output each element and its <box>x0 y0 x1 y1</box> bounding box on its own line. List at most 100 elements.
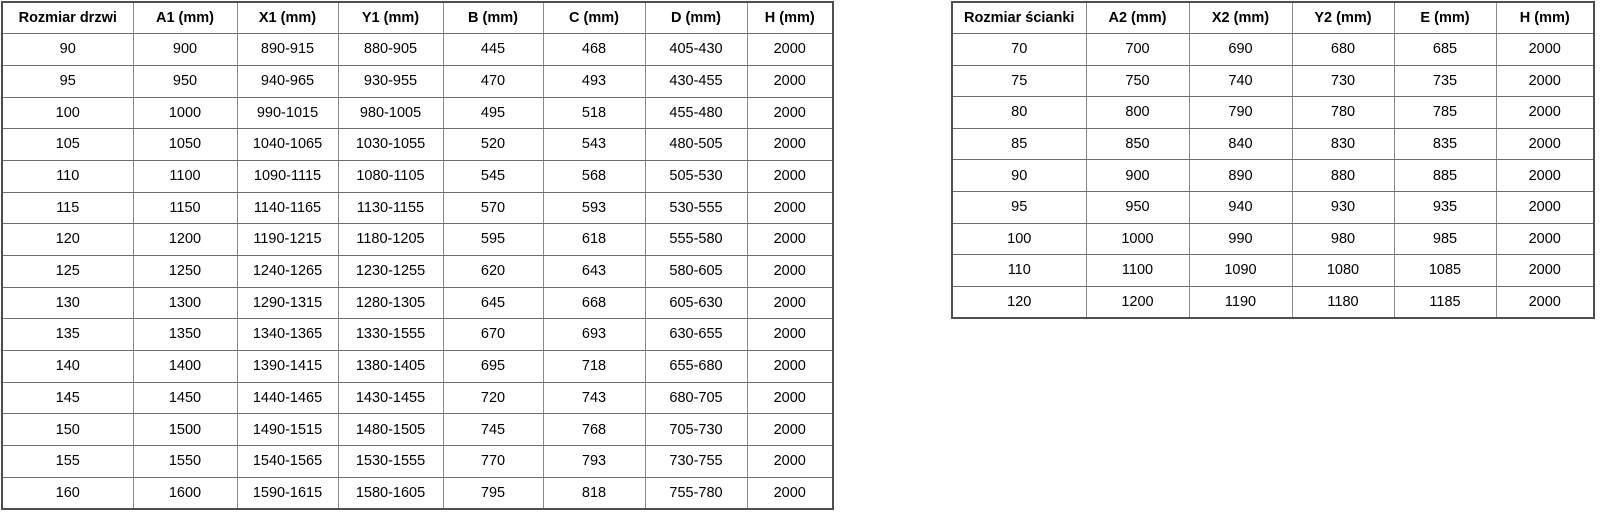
column-header: H (mm) <box>746 1 834 35</box>
table-cell: 2000 <box>1495 33 1595 66</box>
table-cell: 680 <box>1291 33 1395 66</box>
table-cell: 1085 <box>1393 254 1497 287</box>
table-cell: 150 <box>1 413 134 447</box>
table-cell: 1490-1515 <box>236 413 339 447</box>
table-cell: 568 <box>542 159 646 193</box>
table-cell: 643 <box>542 255 646 288</box>
table-cell: 2000 <box>746 413 834 447</box>
table-cell: 900 <box>1085 159 1190 193</box>
table-cell: 980-1005 <box>337 96 444 130</box>
table-cell: 1130-1155 <box>337 191 444 225</box>
table-cell: 930 <box>1291 191 1395 224</box>
table-cell: 890 <box>1188 159 1293 193</box>
table-cell: 1280-1305 <box>337 286 444 320</box>
table-cell: 718 <box>542 350 646 383</box>
table-cell: 780 <box>1291 96 1395 129</box>
table-cell: 618 <box>542 223 646 256</box>
table-cell: 655-680 <box>644 350 748 383</box>
table-cell: 2000 <box>746 223 834 256</box>
table-cell: 2000 <box>746 350 834 383</box>
table-row: 105 1050 1040-1065 1030-1055 520 543 480-505 20… <box>1 128 834 161</box>
column-header: B (mm) <box>442 1 544 35</box>
table-cell: 1290-1315 <box>236 286 339 320</box>
table-cell: 80 <box>951 96 1087 129</box>
table-cell: 743 <box>542 381 646 415</box>
table-row: 125 1250 1240-1265 1230-1255 620 643 580-605 20… <box>1 255 834 288</box>
table-cell: 620 <box>442 255 544 288</box>
table-row: 70 700 690 680 685 2000 <box>951 33 1595 66</box>
table-cell: 720 <box>442 381 544 415</box>
table-cell: 1080 <box>1291 254 1395 287</box>
table-cell: 1185 <box>1393 285 1497 319</box>
table-cell: 530-555 <box>644 191 748 225</box>
table-row: 90 900 890 880 885 2000 <box>951 159 1595 193</box>
table-row: 135 1350 1340-1365 1330-1555 670 693 630-655 20… <box>1 318 834 352</box>
table-cell: 940-965 <box>236 64 339 98</box>
table-cell: 830 <box>1291 127 1395 161</box>
table-cell: 685 <box>1393 33 1497 66</box>
table-cell: 2000 <box>1495 159 1595 193</box>
table-cell: 1350 <box>132 318 238 352</box>
table-row: 120 1200 1190-1215 1180-1205 595 618 555-580 20… <box>1 223 834 256</box>
table-cell: 755-780 <box>644 476 748 510</box>
table-cell: 470 <box>442 64 544 98</box>
table-cell: 850 <box>1085 127 1190 161</box>
table-cell: 885 <box>1393 159 1497 193</box>
table-cell: 1540-1565 <box>236 445 339 478</box>
table-cell: 800 <box>1085 96 1190 129</box>
table-cell: 75 <box>951 64 1087 98</box>
table-cell: 2000 <box>746 255 834 288</box>
table-cell: 700 <box>1085 33 1190 66</box>
table-row: 150 1500 1490-1515 1480-1505 745 768 705-730 20… <box>1 413 834 447</box>
table-cell: 930-955 <box>337 64 444 98</box>
table-cell: 740 <box>1188 64 1293 98</box>
door-sizes-table: Rozmiar drzwi A1 (mm) X1 (mm) Y1 (mm) B (mm)… <box>1 1 834 510</box>
table-cell: 2000 <box>746 191 834 225</box>
table-row: 90 900 890-915 880-905 445 468 405-430 2000 <box>1 33 834 66</box>
table-cell: 555-580 <box>644 223 748 256</box>
table-cell: 1100 <box>132 159 238 193</box>
table-cell: 670 <box>442 318 544 352</box>
header-row: Rozmiar drzwi A1 (mm) X1 (mm) Y1 (mm) B (mm)… <box>1 1 834 35</box>
table-cell: 1240-1265 <box>236 255 339 288</box>
table-cell: 818 <box>542 476 646 510</box>
table-cell: 1500 <box>132 413 238 447</box>
table-row: 110 1100 1090-1115 1080-1105 545 568 505-530 20… <box>1 159 834 193</box>
table-cell: 160 <box>1 476 134 510</box>
table-cell: 668 <box>542 286 646 320</box>
table-cell: 2000 <box>746 476 834 510</box>
table-cell: 2000 <box>1495 285 1595 319</box>
table-cell: 1400 <box>132 350 238 383</box>
table-cell: 2000 <box>1495 191 1595 224</box>
table-cell: 1000 <box>132 96 238 130</box>
table-cell: 2000 <box>746 96 834 130</box>
table-cell: 90 <box>951 159 1087 193</box>
table-cell: 1440-1465 <box>236 381 339 415</box>
table-cell: 70 <box>951 33 1087 66</box>
table-cell: 100 <box>1 96 134 130</box>
table-cell: 940 <box>1188 191 1293 224</box>
table-cell: 2000 <box>746 318 834 352</box>
table-cell: 405-430 <box>644 33 748 66</box>
table-cell: 980 <box>1291 222 1395 256</box>
table-row: 115 1150 1140-1165 1130-1155 570 593 530-555 20… <box>1 191 834 225</box>
table-cell: 730 <box>1291 64 1395 98</box>
table-cell: 155 <box>1 445 134 478</box>
table-cell: 1090 <box>1188 254 1293 287</box>
column-header: E (mm) <box>1393 1 1497 35</box>
table-cell: 990 <box>1188 222 1293 256</box>
column-header: H (mm) <box>1495 1 1595 35</box>
table-cell: 595 <box>442 223 544 256</box>
table-cell: 1250 <box>132 255 238 288</box>
table-cell: 2000 <box>746 445 834 478</box>
table-cell: 1180-1205 <box>337 223 444 256</box>
table-cell: 695 <box>442 350 544 383</box>
table-cell: 2000 <box>746 128 834 161</box>
table-cell: 135 <box>1 318 134 352</box>
table-cell: 593 <box>542 191 646 225</box>
table-cell: 1090-1115 <box>236 159 339 193</box>
table-cell: 1590-1615 <box>236 476 339 510</box>
table-cell: 1140-1165 <box>236 191 339 225</box>
table-cell: 115 <box>1 191 134 225</box>
